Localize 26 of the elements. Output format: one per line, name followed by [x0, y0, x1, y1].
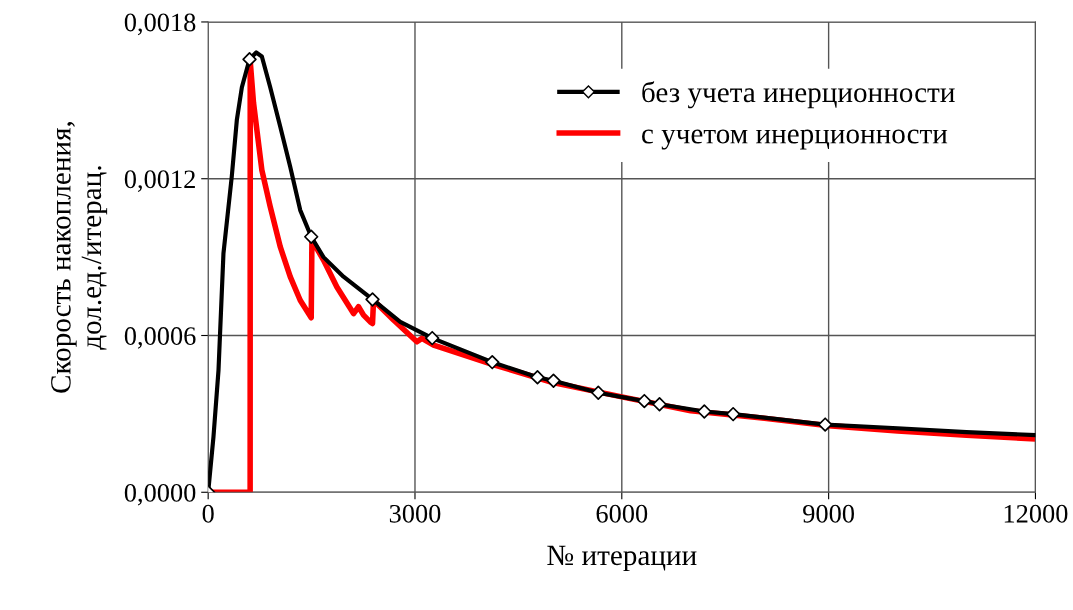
point — [652, 397, 667, 412]
x-tick-label: 0 — [202, 504, 214, 523]
x-tick-label: 9000 — [803, 504, 855, 523]
point — [304, 229, 319, 244]
legend-label: без учета инерционности — [642, 81, 955, 109]
x-tick-label: 3000 — [389, 504, 441, 523]
point — [637, 393, 652, 409]
y-axis-title: Скорость накопления, дол.ед./итерац. — [51, 122, 108, 393]
point — [817, 417, 833, 432]
point — [697, 404, 712, 419]
point — [530, 370, 545, 385]
y-tick-label: 0,0012 — [124, 170, 195, 192]
point — [725, 406, 741, 422]
point — [242, 52, 257, 67]
point — [425, 330, 440, 346]
legend-label: с учетом инерционности — [642, 129, 948, 150]
point — [365, 292, 380, 307]
point — [591, 385, 606, 400]
x-tick-label: 12000 — [1004, 504, 1068, 523]
point — [485, 354, 500, 370]
y-tick-label: 0,0018 — [124, 13, 196, 36]
y-tick-label: 0,0006 — [124, 327, 196, 349]
x-axis-title: № итерации — [547, 545, 697, 572]
point — [546, 373, 561, 388]
x-tick-label: 6000 — [596, 504, 648, 523]
y-tick-label: 0,0000 — [124, 483, 196, 506]
